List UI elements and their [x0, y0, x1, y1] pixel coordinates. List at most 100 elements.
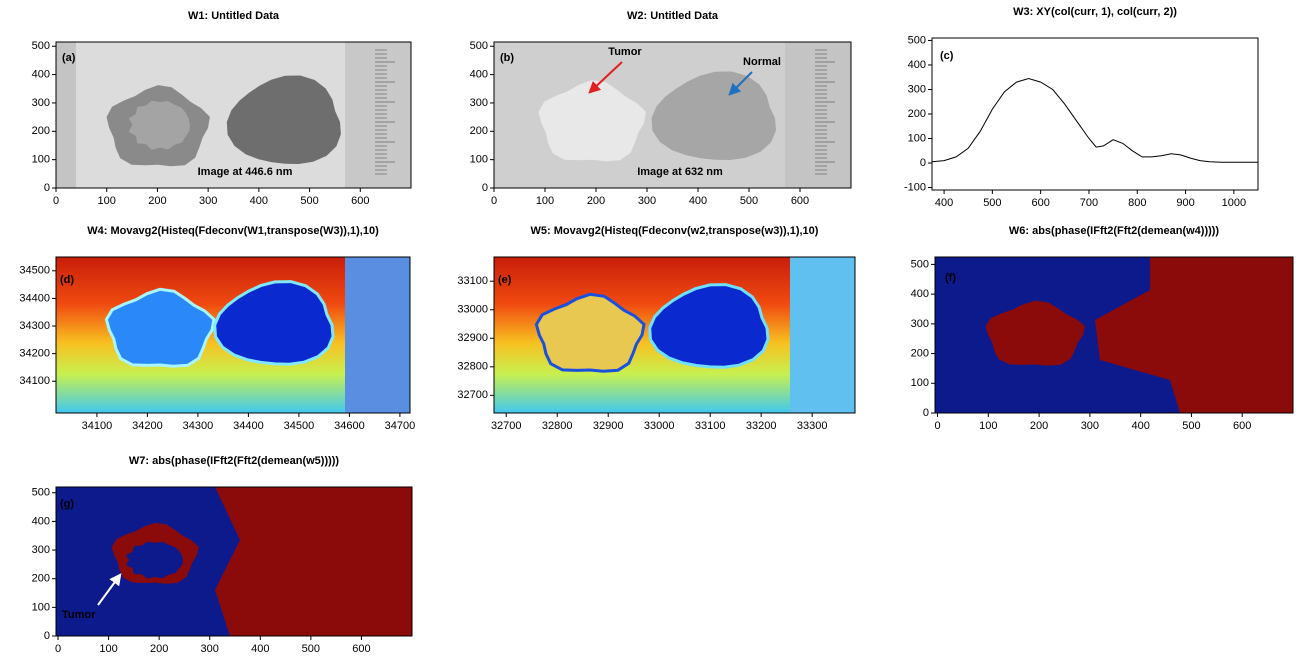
- x-tick-label: 34500: [284, 420, 315, 432]
- y-tick-label: 34200: [19, 348, 50, 360]
- x-tick-label: 200: [1030, 420, 1048, 432]
- x-tick-label: 100: [98, 195, 116, 207]
- y-tick-label: 200: [908, 108, 926, 120]
- figure: W1: Untitled Data 0 100 200 300 400 500 600 0 100…: [0, 0, 1298, 667]
- x-tick-label: 600: [1031, 197, 1049, 209]
- plot-frame: [932, 38, 1258, 190]
- x-tick-label: 34400: [233, 420, 264, 432]
- x-tick-label: 100: [536, 195, 554, 207]
- x-tick-label: 200: [148, 195, 166, 207]
- x-tick-label: 1000: [1222, 197, 1246, 209]
- x-tick-label: 400: [935, 197, 953, 209]
- x-tick-label: 600: [1233, 420, 1251, 432]
- y-tick-label: 33000: [457, 304, 488, 316]
- y-tick-label: 0: [923, 407, 929, 419]
- sample: [129, 101, 190, 150]
- y-tick-label: 34400: [19, 292, 50, 304]
- x-tick-label: 900: [1176, 197, 1194, 209]
- annotation: (c): [940, 50, 954, 62]
- x-tick-label: 0: [55, 643, 61, 655]
- y-tick-label: 0: [44, 630, 50, 642]
- y-tick-label: 400: [32, 515, 50, 527]
- plot-area: [56, 257, 410, 413]
- y-tick-label: 200: [470, 125, 488, 137]
- panel-title: W3: XY(col(curr, 1), col(curr, 2)): [1013, 6, 1177, 18]
- y-tick-label: 400: [32, 69, 50, 81]
- x-tick-label: 300: [638, 195, 656, 207]
- y-tick-label: 33100: [457, 275, 488, 287]
- x-tick-label: 33100: [695, 420, 726, 432]
- x-tick-label: 400: [251, 643, 269, 655]
- y-tick-label: 100: [911, 377, 929, 389]
- y-tick-label: 300: [32, 544, 50, 556]
- y-tick-label: 34300: [19, 320, 50, 332]
- panel: W4: Movavg2(Histeq(Fdeconv(W1,transpose(…: [19, 225, 415, 432]
- panel: W3: XY(col(curr, 1), col(curr, 2)) 400 500…: [904, 6, 1258, 209]
- y-tick-label: 100: [32, 601, 50, 613]
- y-tick-label: 300: [911, 318, 929, 330]
- panel-title: W2: Untitled Data: [627, 10, 719, 22]
- panel-title: W4: Movavg2(Histeq(Fdeconv(W1,transpose(…: [87, 225, 379, 237]
- panel: W1: Untitled Data 0 100 200 300 400 500 600 0 100…: [32, 10, 411, 207]
- region: [215, 487, 412, 636]
- panel: W7: abs(phase(IFft2(Fft2(demean(w5)))))0…: [32, 455, 412, 655]
- y-tick-label: 32900: [457, 332, 488, 344]
- x-tick-label: 0: [491, 195, 497, 207]
- y-tick-label: 300: [908, 83, 926, 95]
- x-tick-label: 100: [99, 643, 117, 655]
- panel-title: W1: Untitled Data: [188, 10, 280, 22]
- x-tick-label: 0: [53, 195, 59, 207]
- annotation: Normal: [743, 56, 781, 68]
- x-tick-label: 500: [1182, 420, 1200, 432]
- x-tick-label: 33000: [644, 420, 675, 432]
- plot-area: [494, 257, 855, 413]
- y-tick-label: 100: [32, 154, 50, 166]
- y-tick-label: 0: [44, 182, 50, 194]
- y-tick-label: 500: [32, 487, 50, 499]
- panel: W6: abs(phase(IFft2(Fft2(demean(w4))))) 0…: [911, 225, 1293, 432]
- y-tick-label: 32800: [457, 361, 488, 373]
- y-tick-label: 500: [32, 40, 50, 52]
- line: [932, 79, 1258, 163]
- x-tick-label: 33300: [797, 420, 828, 432]
- x-tick-label: 400: [689, 195, 707, 207]
- x-tick-label: 0: [934, 420, 940, 432]
- y-tick-label: 200: [911, 347, 929, 359]
- x-tick-label: 600: [352, 643, 370, 655]
- ruler: [345, 257, 410, 413]
- x-tick-label: 34100: [82, 420, 113, 432]
- x-tick-label: 700: [1080, 197, 1098, 209]
- annotation: Image at 446.6 nm: [198, 166, 293, 178]
- annotation: (f): [945, 272, 956, 284]
- annotation: Tumor: [608, 46, 642, 58]
- y-tick-label: 34500: [19, 265, 50, 277]
- x-tick-label: 500: [983, 197, 1001, 209]
- y-tick-label: 400: [911, 288, 929, 300]
- y-tick-label: 500: [908, 34, 926, 46]
- annotation: (a): [62, 52, 76, 64]
- annotation: (e): [498, 274, 512, 286]
- x-tick-label: 600: [351, 195, 369, 207]
- x-tick-label: 400: [1131, 420, 1149, 432]
- x-tick-label: 600: [791, 195, 809, 207]
- panel-title: W6: abs(phase(IFft2(Fft2(demean(w4))))): [1009, 225, 1220, 237]
- y-tick-label: 0: [482, 182, 488, 194]
- x-tick-label: 500: [302, 643, 320, 655]
- y-tick-label: 400: [908, 59, 926, 71]
- x-tick-label: 200: [587, 195, 605, 207]
- page: W1: Untitled Data 0 100 200 300 400 500 600 0 100…: [0, 0, 1298, 667]
- plot-area: [932, 79, 1258, 163]
- annotation: (b): [500, 52, 514, 64]
- y-tick-label: 34100: [19, 375, 50, 387]
- y-tick-label: 200: [32, 573, 50, 585]
- x-tick-label: 200: [150, 643, 168, 655]
- ruler: [790, 257, 855, 413]
- y-tick-label: 300: [32, 97, 50, 109]
- y-tick-label: 500: [470, 40, 488, 52]
- y-tick-label: 0: [920, 157, 926, 169]
- x-tick-label: 33200: [746, 420, 777, 432]
- x-tick-label: 300: [1081, 420, 1099, 432]
- x-tick-label: 500: [300, 195, 318, 207]
- x-tick-label: 500: [740, 195, 758, 207]
